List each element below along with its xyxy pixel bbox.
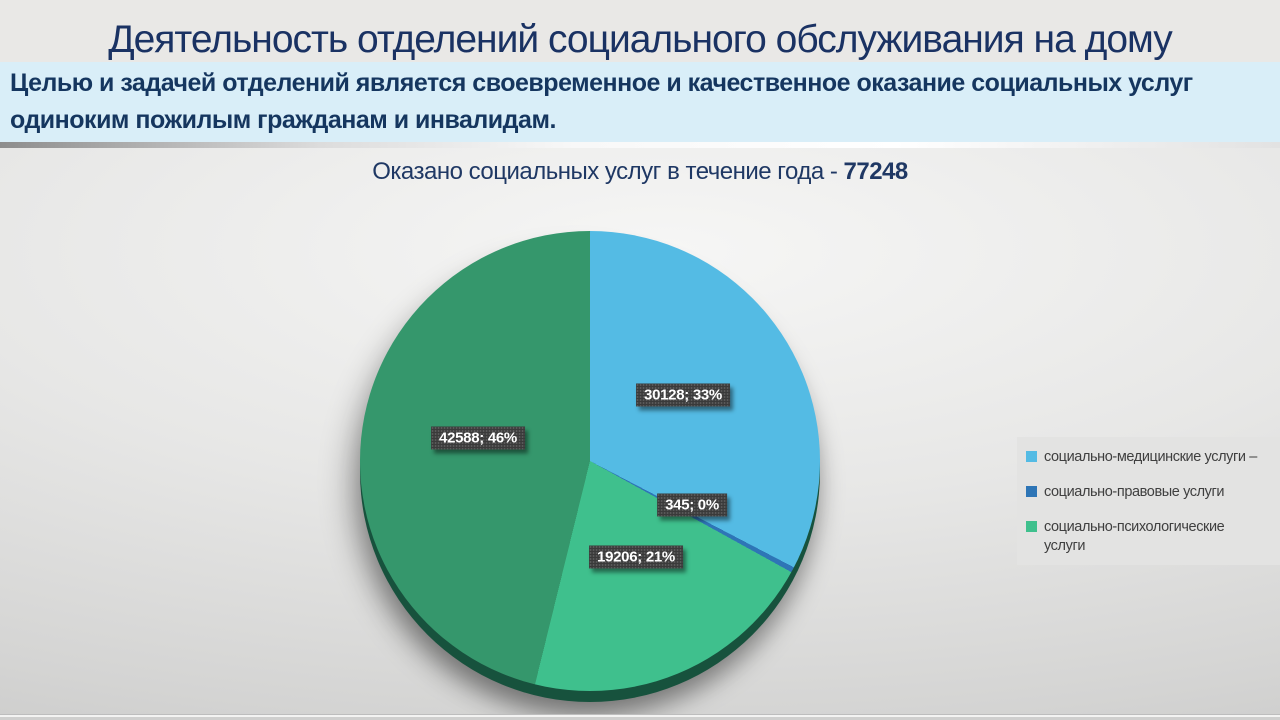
legend-label-medical: социально-медицинские услуги –: [1044, 449, 1257, 465]
legend-item-medical: социально-медицинские услуги –: [1026, 448, 1274, 467]
legend-item-legal: социально-правовые услуги: [1026, 483, 1274, 502]
legend-swatch-psychological: [1026, 521, 1037, 532]
chart-title-total: 77248: [843, 158, 909, 185]
pie-chart-area: Оказано социальных услуг в течение года …: [0, 148, 1280, 720]
chart-legend: социально-медицинские услуги – социально…: [1017, 437, 1280, 565]
bottom-edge-line: [0, 714, 1280, 720]
chart-title: Оказано социальных услуг в течение года …: [0, 158, 1280, 186]
title-strip: Деятельность отделений социального обслу…: [0, 0, 1280, 62]
data-label-household: 42588; 46%: [431, 426, 525, 450]
subtitle-banner: Целью и задачей отделений является своев…: [0, 62, 1280, 142]
pie-chart: [360, 231, 820, 702]
legend-label-legal: социально-правовые услуги: [1044, 484, 1225, 500]
pie-slices: [360, 231, 820, 691]
legend-swatch-legal: [1026, 486, 1037, 497]
legend-label-psychological: социально-психологические услуги: [1044, 519, 1225, 554]
data-label-psychological: 19206; 21%: [589, 545, 683, 569]
data-label-medical: 30128; 33%: [636, 383, 730, 407]
divider-bar: [0, 142, 1280, 148]
data-label-legal: 345; 0%: [657, 493, 727, 517]
chart-title-text: Оказано социальных услуг в течение года …: [372, 158, 844, 185]
legend-item-psychological: социально-психологические услуги: [1026, 518, 1274, 556]
page-title: Деятельность отделений социального обслу…: [108, 18, 1173, 62]
legend-swatch-medical: [1026, 451, 1037, 462]
